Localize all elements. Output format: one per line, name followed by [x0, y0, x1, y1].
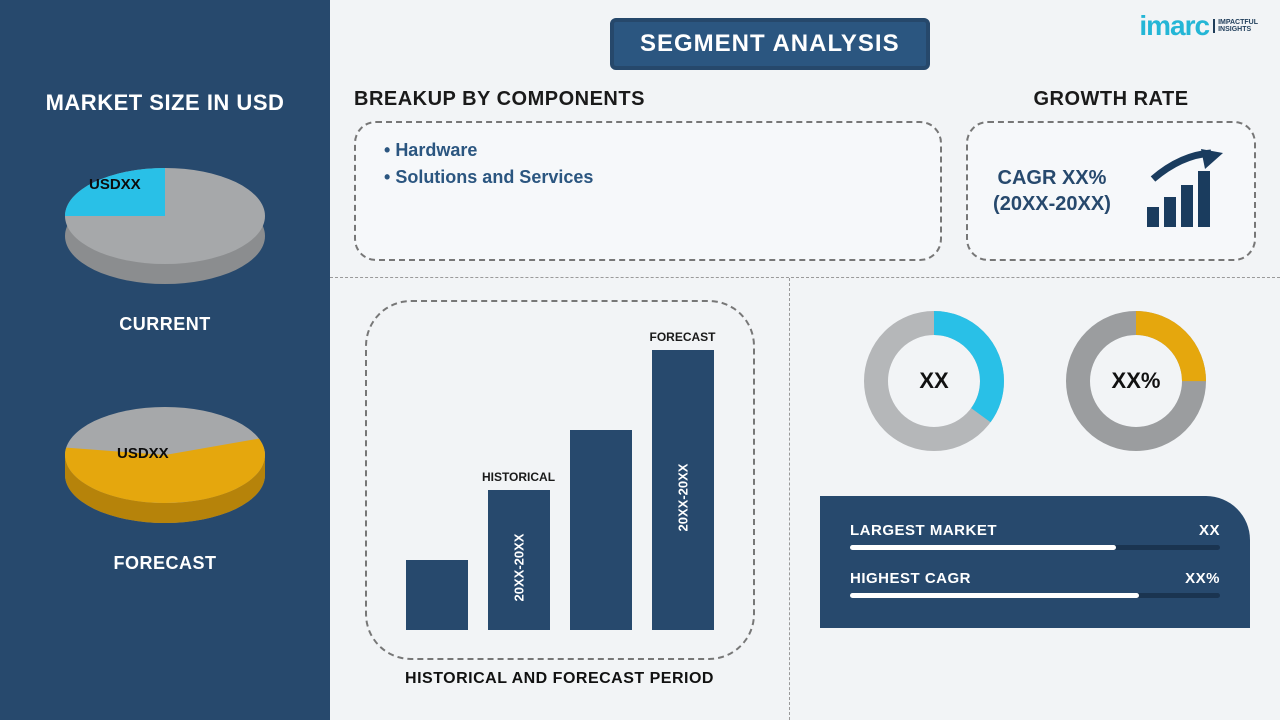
pie-current-label: USDXX — [89, 176, 141, 193]
left-title: MARKET SIZE IN USD — [46, 90, 285, 116]
right-panel: SEGMENT ANALYSIS imarc IMPACTFUL INSIGHT… — [330, 0, 1280, 720]
growth-icon — [1139, 149, 1229, 233]
logo-text: imarc — [1139, 10, 1209, 42]
pie-forecast-label: USDXX — [117, 445, 169, 462]
bars-section: HISTORICAL20XX-20XXFORECAST20XX-20XX HIS… — [330, 278, 790, 720]
stat-label: HIGHEST CAGR — [850, 570, 971, 587]
breakup-heading: BREAKUP BY COMPONENTS — [354, 88, 942, 111]
stat-bar — [850, 545, 1220, 550]
bar-chart: HISTORICAL20XX-20XXFORECAST20XX-20XX — [365, 300, 755, 660]
donut-label: XX — [859, 306, 1009, 456]
breakup-section: BREAKUP BY COMPONENTS HardwareSolutions … — [354, 88, 942, 261]
stat-value: XX% — [1185, 570, 1220, 587]
stat-bar — [850, 593, 1220, 598]
stat-label: LARGEST MARKET — [850, 522, 997, 539]
growth-box: CAGR XX% (20XX-20XX) — [966, 121, 1256, 261]
pie-current-caption: CURRENT — [119, 314, 211, 335]
bar: HISTORICAL20XX-20XX — [488, 490, 550, 630]
logo-subtext: IMPACTFUL INSIGHTS — [1213, 19, 1258, 33]
stat-row: HIGHEST CAGR XX% — [850, 570, 1220, 598]
page-title: SEGMENT ANALYSIS — [610, 18, 930, 70]
stats-panel: LARGEST MARKET XX HIGHEST CAGR XX% — [820, 496, 1250, 628]
pie-forecast-block: USDXX FORECAST — [45, 385, 285, 574]
row-bottom: HISTORICAL20XX-20XXFORECAST20XX-20XX HIS… — [330, 277, 1280, 720]
bar-top-label: HISTORICAL — [482, 470, 555, 484]
logo: imarc IMPACTFUL INSIGHTS — [1139, 10, 1258, 42]
growth-section: GROWTH RATE CAGR XX% (20XX-20XX) — [966, 88, 1256, 261]
bar-vertical-label: 20XX-20XX — [675, 464, 690, 532]
growth-text: CAGR XX% (20XX-20XX) — [993, 165, 1111, 217]
pie-forecast: USDXX — [45, 385, 285, 535]
metrics-section: XX XX% LARGEST MARKET XX HIGHEST CAGR XX… — [790, 278, 1280, 720]
pie-current-block: USDXX CURRENT — [45, 146, 285, 335]
donut-chart: XX% — [1061, 306, 1211, 456]
donut-row: XX XX% — [859, 306, 1211, 456]
breakup-list: HardwareSolutions and Services — [384, 137, 912, 191]
donut-label: XX% — [1061, 306, 1211, 456]
breakup-item: Solutions and Services — [384, 164, 912, 191]
donut-chart: XX — [859, 306, 1009, 456]
bar — [406, 560, 468, 630]
stat-value: XX — [1199, 522, 1220, 539]
breakup-box: HardwareSolutions and Services — [354, 121, 942, 261]
bar-top-label: FORECAST — [650, 330, 716, 344]
bar: FORECAST20XX-20XX — [652, 350, 714, 630]
bar-vertical-label: 20XX-20XX — [511, 534, 526, 602]
breakup-item: Hardware — [384, 137, 912, 164]
bar — [570, 430, 632, 630]
stat-row: LARGEST MARKET XX — [850, 522, 1220, 550]
growth-heading: GROWTH RATE — [1033, 88, 1188, 111]
row-top: BREAKUP BY COMPONENTS HardwareSolutions … — [330, 88, 1280, 261]
pie-forecast-caption: FORECAST — [114, 553, 217, 574]
bars-caption: HISTORICAL AND FORECAST PERIOD — [405, 670, 714, 688]
left-panel: MARKET SIZE IN USD USDXX CURRENT USDXX F… — [0, 0, 330, 720]
pie-current: USDXX — [45, 146, 285, 296]
